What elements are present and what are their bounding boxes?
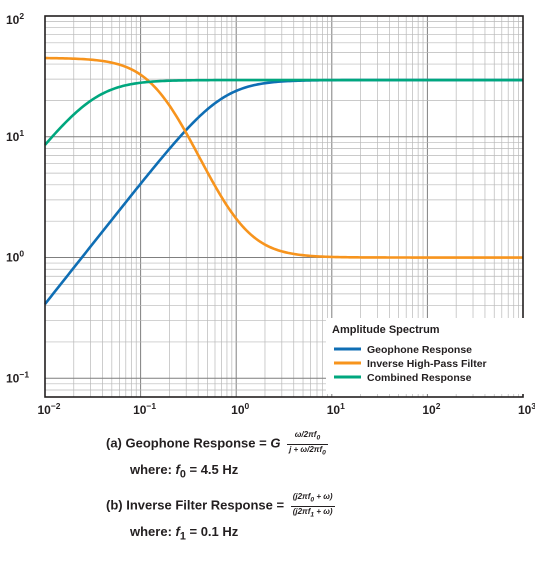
x-tick-label: 100	[231, 401, 249, 417]
series-line-2	[44, 56, 523, 259]
equation-b-where: where: f1 = 0.1 Hz	[130, 524, 239, 543]
equation-b-denominator: (j2πf1 + ω)	[292, 506, 333, 519]
series-curves	[43, 56, 523, 305]
equation-a-prefix: (a) Geophone Response =	[106, 435, 271, 451]
legend: Amplitude Spectrum Geophone Response Inve…	[326, 318, 526, 394]
legend-label: Inverse High-Pass Filter	[367, 358, 487, 370]
equation-b-fraction: (j2πf0 + ω) (j2πf1 + ω)	[290, 492, 335, 520]
equations: (a) Geophone Response = G ω/2πf0 j + ω/2…	[0, 418, 535, 568]
plot-frame	[44, 15, 524, 398]
x-tick-label: 102	[422, 401, 440, 417]
amplitude-spectrum-chart: 10−2 10−1 100 101 102 103 10−1 100 101 102 Amplit…	[6, 11, 535, 417]
equation-b-prefix: (b) Inverse Filter Response =	[106, 497, 288, 513]
x-tick-label: 101	[327, 401, 345, 417]
y-tick-label: 102	[6, 11, 24, 27]
equation-a: (a) Geophone Response = G ω/2πf0 j + ω/2…	[106, 430, 328, 458]
legend-box	[326, 318, 526, 394]
equation-a-gain: G	[270, 435, 281, 451]
equation-b: (b) Inverse Filter Response = (j2πf0 + ω…	[106, 492, 335, 520]
equation-a-where: where: f0 = 4.5 Hz	[130, 462, 239, 481]
equation-a-denominator: j + ω/2πf0	[289, 444, 326, 457]
y-tick-label: 10−1	[6, 369, 29, 385]
series-line-3	[44, 78, 523, 146]
equation-a-fraction: ω/2πf0 j + ω/2πf0	[287, 430, 328, 458]
y-tick-label: 101	[6, 128, 24, 144]
x-tick-label: 103	[518, 401, 535, 417]
x-tick-label: 10−1	[133, 401, 156, 417]
y-tick-label: 100	[6, 249, 24, 265]
legend-label: Combined Response	[367, 372, 472, 384]
x-tick-label: 10−2	[37, 401, 60, 417]
equation-a-numerator: ω/2πf0	[287, 430, 328, 445]
equation-b-numerator: (j2πf0 + ω)	[290, 492, 335, 507]
legend-title: Amplitude Spectrum	[332, 324, 440, 336]
tick-labels: 10−2 10−1 100 101 102 103 10−1 100 101 102	[6, 11, 535, 417]
series-line-1	[43, 78, 523, 305]
legend-label: Geophone Response	[367, 344, 472, 356]
